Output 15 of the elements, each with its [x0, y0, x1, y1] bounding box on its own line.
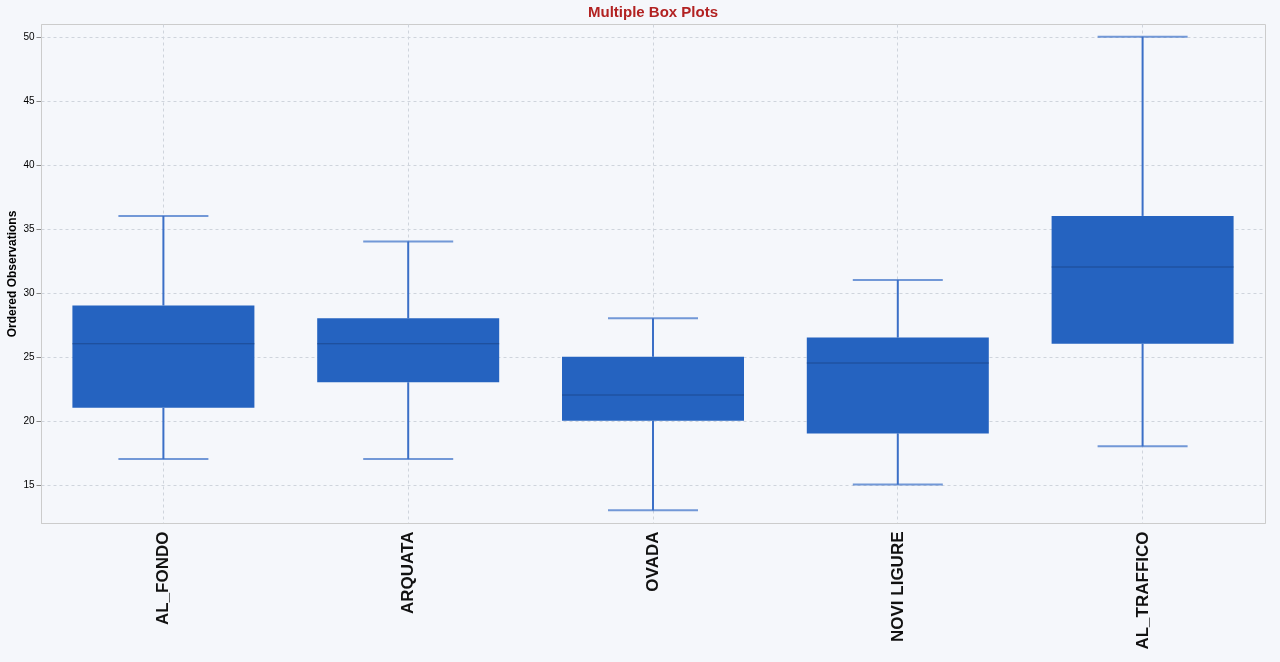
chart-title: Multiple Box Plots: [587, 3, 719, 20]
x-tick-label: AL_TRAFFICO: [1132, 531, 1152, 650]
y-tick-label: 20: [23, 415, 35, 427]
x-tick-label: NOVI LIGURE: [887, 531, 907, 643]
y-axis-title: Ordered Observations: [5, 210, 20, 338]
x-tick-label: OVADA: [643, 531, 662, 592]
y-tick-label: 35: [23, 223, 35, 235]
y-tick-label: 45: [23, 95, 35, 107]
y-tick-label: 50: [23, 31, 35, 43]
x-tick-label: ARQUATA: [398, 531, 418, 614]
x-tick-label: AL_FONDO: [153, 531, 173, 625]
y-tick-label: 25: [23, 351, 35, 363]
y-tick-label: 15: [23, 479, 35, 491]
y-tick-label: 40: [23, 159, 35, 171]
y-tick-label: 30: [23, 287, 35, 299]
